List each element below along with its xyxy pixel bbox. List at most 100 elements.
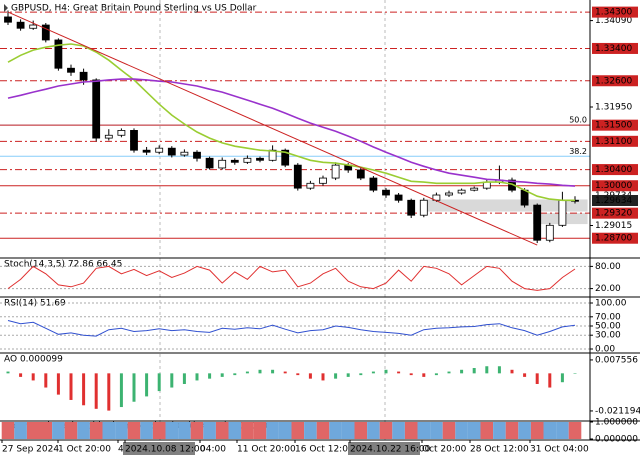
level-label-box bbox=[592, 164, 638, 176]
trend-bar bbox=[77, 422, 90, 439]
trend-bar bbox=[329, 422, 342, 439]
candle-body bbox=[445, 192, 453, 196]
trend-bar bbox=[178, 422, 191, 439]
ao-bar bbox=[560, 373, 564, 383]
candle-body bbox=[293, 164, 302, 189]
candle-body bbox=[520, 189, 529, 206]
trend-bar bbox=[556, 422, 569, 439]
ao-bar bbox=[397, 371, 401, 374]
ao-bar bbox=[69, 373, 73, 400]
time-label: 27 Sep 2024 bbox=[2, 445, 59, 455]
time-label: 28 Oct 12:00 bbox=[470, 445, 529, 455]
ao-bar bbox=[384, 369, 388, 374]
ao-bar bbox=[296, 373, 300, 376]
trend-bar bbox=[115, 422, 128, 439]
ao-bar bbox=[271, 369, 275, 374]
trendline bbox=[7, 11, 538, 246]
candle-body bbox=[180, 151, 189, 156]
candle-body bbox=[79, 71, 88, 81]
level-label-box bbox=[592, 232, 638, 244]
candle-body bbox=[306, 182, 315, 189]
y-tick-label: 0.007556 bbox=[595, 355, 638, 365]
level-label-box bbox=[592, 180, 638, 192]
trend-bar bbox=[278, 422, 292, 439]
ao-bar bbox=[245, 371, 249, 374]
level-label-box bbox=[592, 6, 638, 18]
ao-bar bbox=[220, 373, 224, 377]
ao-bar bbox=[44, 373, 48, 388]
ao-bar bbox=[107, 373, 111, 411]
ao-bar bbox=[182, 373, 186, 384]
trend-bar bbox=[39, 422, 53, 439]
candle-body bbox=[4, 16, 12, 23]
trend-bar bbox=[215, 422, 229, 439]
candle-body bbox=[331, 164, 340, 179]
time-label: 4 bbox=[118, 445, 124, 455]
indicator-title: AO 0.000099 bbox=[4, 355, 63, 365]
trend-bar bbox=[291, 422, 305, 439]
trend-bar bbox=[89, 422, 103, 439]
candle-body bbox=[193, 151, 201, 159]
y-tick-label: 1.000000 bbox=[595, 418, 638, 428]
ao-bar bbox=[170, 373, 174, 388]
ao-bar bbox=[321, 373, 325, 381]
plot-layer: 1.34090 1.31950 1.29015 50.0 38.2 1.34300 1.33… bbox=[0, 6, 640, 445]
time-label: 11 Oct 20:00 bbox=[237, 445, 296, 455]
candle-body bbox=[205, 157, 214, 169]
level-label: 1.34300 bbox=[595, 8, 632, 18]
time-label: Oct 20:00 bbox=[422, 445, 467, 455]
trend-bar bbox=[404, 422, 418, 439]
time-label: 2024.10.22 16:00 bbox=[350, 445, 431, 455]
level-label: 1.31100 bbox=[595, 137, 632, 147]
candle-body bbox=[167, 147, 176, 156]
level-label: 1.30000 bbox=[595, 181, 632, 191]
ao-bar bbox=[145, 373, 149, 397]
ao-bar bbox=[573, 373, 577, 374]
trend-bar bbox=[379, 422, 393, 439]
ao-bar bbox=[308, 373, 312, 379]
candle-body bbox=[470, 187, 479, 191]
y-tick-label: 1.29015 bbox=[595, 221, 632, 231]
candle-body bbox=[16, 21, 25, 29]
indicator-title: RSI(14) 51.69 bbox=[4, 299, 66, 309]
trend-bar bbox=[367, 422, 380, 439]
ao-bar bbox=[422, 373, 426, 377]
trend-bar bbox=[14, 422, 27, 439]
level-label: 1.33400 bbox=[595, 44, 632, 54]
candle-body bbox=[382, 189, 390, 196]
candle-body bbox=[218, 159, 227, 169]
y-tick-label: 1.31950 bbox=[595, 102, 632, 112]
trend-bar bbox=[241, 422, 254, 439]
moving-average bbox=[7, 43, 575, 202]
time-label: 1 Oct 20:00 bbox=[58, 445, 111, 455]
trend-bar bbox=[417, 422, 431, 439]
candle-body bbox=[268, 149, 277, 161]
symbol-icon bbox=[4, 4, 8, 12]
trend-bar bbox=[266, 422, 279, 439]
ao-bar bbox=[94, 373, 98, 409]
level-label: 1.32600 bbox=[595, 76, 632, 86]
crosshair-time-box bbox=[123, 442, 195, 455]
chart-title: GBPUSD, H4: Great Britain Pound Sterling… bbox=[11, 4, 257, 14]
ao-bar bbox=[359, 373, 363, 376]
candle-body bbox=[545, 224, 554, 241]
ao-bar bbox=[258, 369, 262, 374]
zone bbox=[419, 199, 588, 212]
ao-bar bbox=[334, 373, 338, 379]
ao-bar bbox=[497, 366, 501, 374]
candle-body bbox=[92, 79, 101, 139]
candle-body bbox=[41, 24, 50, 41]
indicator-line bbox=[7, 265, 576, 291]
candle-body bbox=[130, 130, 138, 151]
time-label: 16 Oct 12:00 bbox=[295, 445, 354, 455]
candle-body bbox=[533, 204, 542, 241]
candle-body bbox=[256, 157, 264, 161]
fib-label: 38.2 bbox=[569, 147, 587, 156]
trend-bar bbox=[568, 422, 582, 439]
ao-bar bbox=[132, 373, 136, 402]
ao-bar bbox=[208, 373, 212, 379]
ao-bar bbox=[82, 373, 86, 406]
ao-bar bbox=[510, 369, 514, 374]
y-tick-label: 20.00 bbox=[595, 284, 621, 294]
